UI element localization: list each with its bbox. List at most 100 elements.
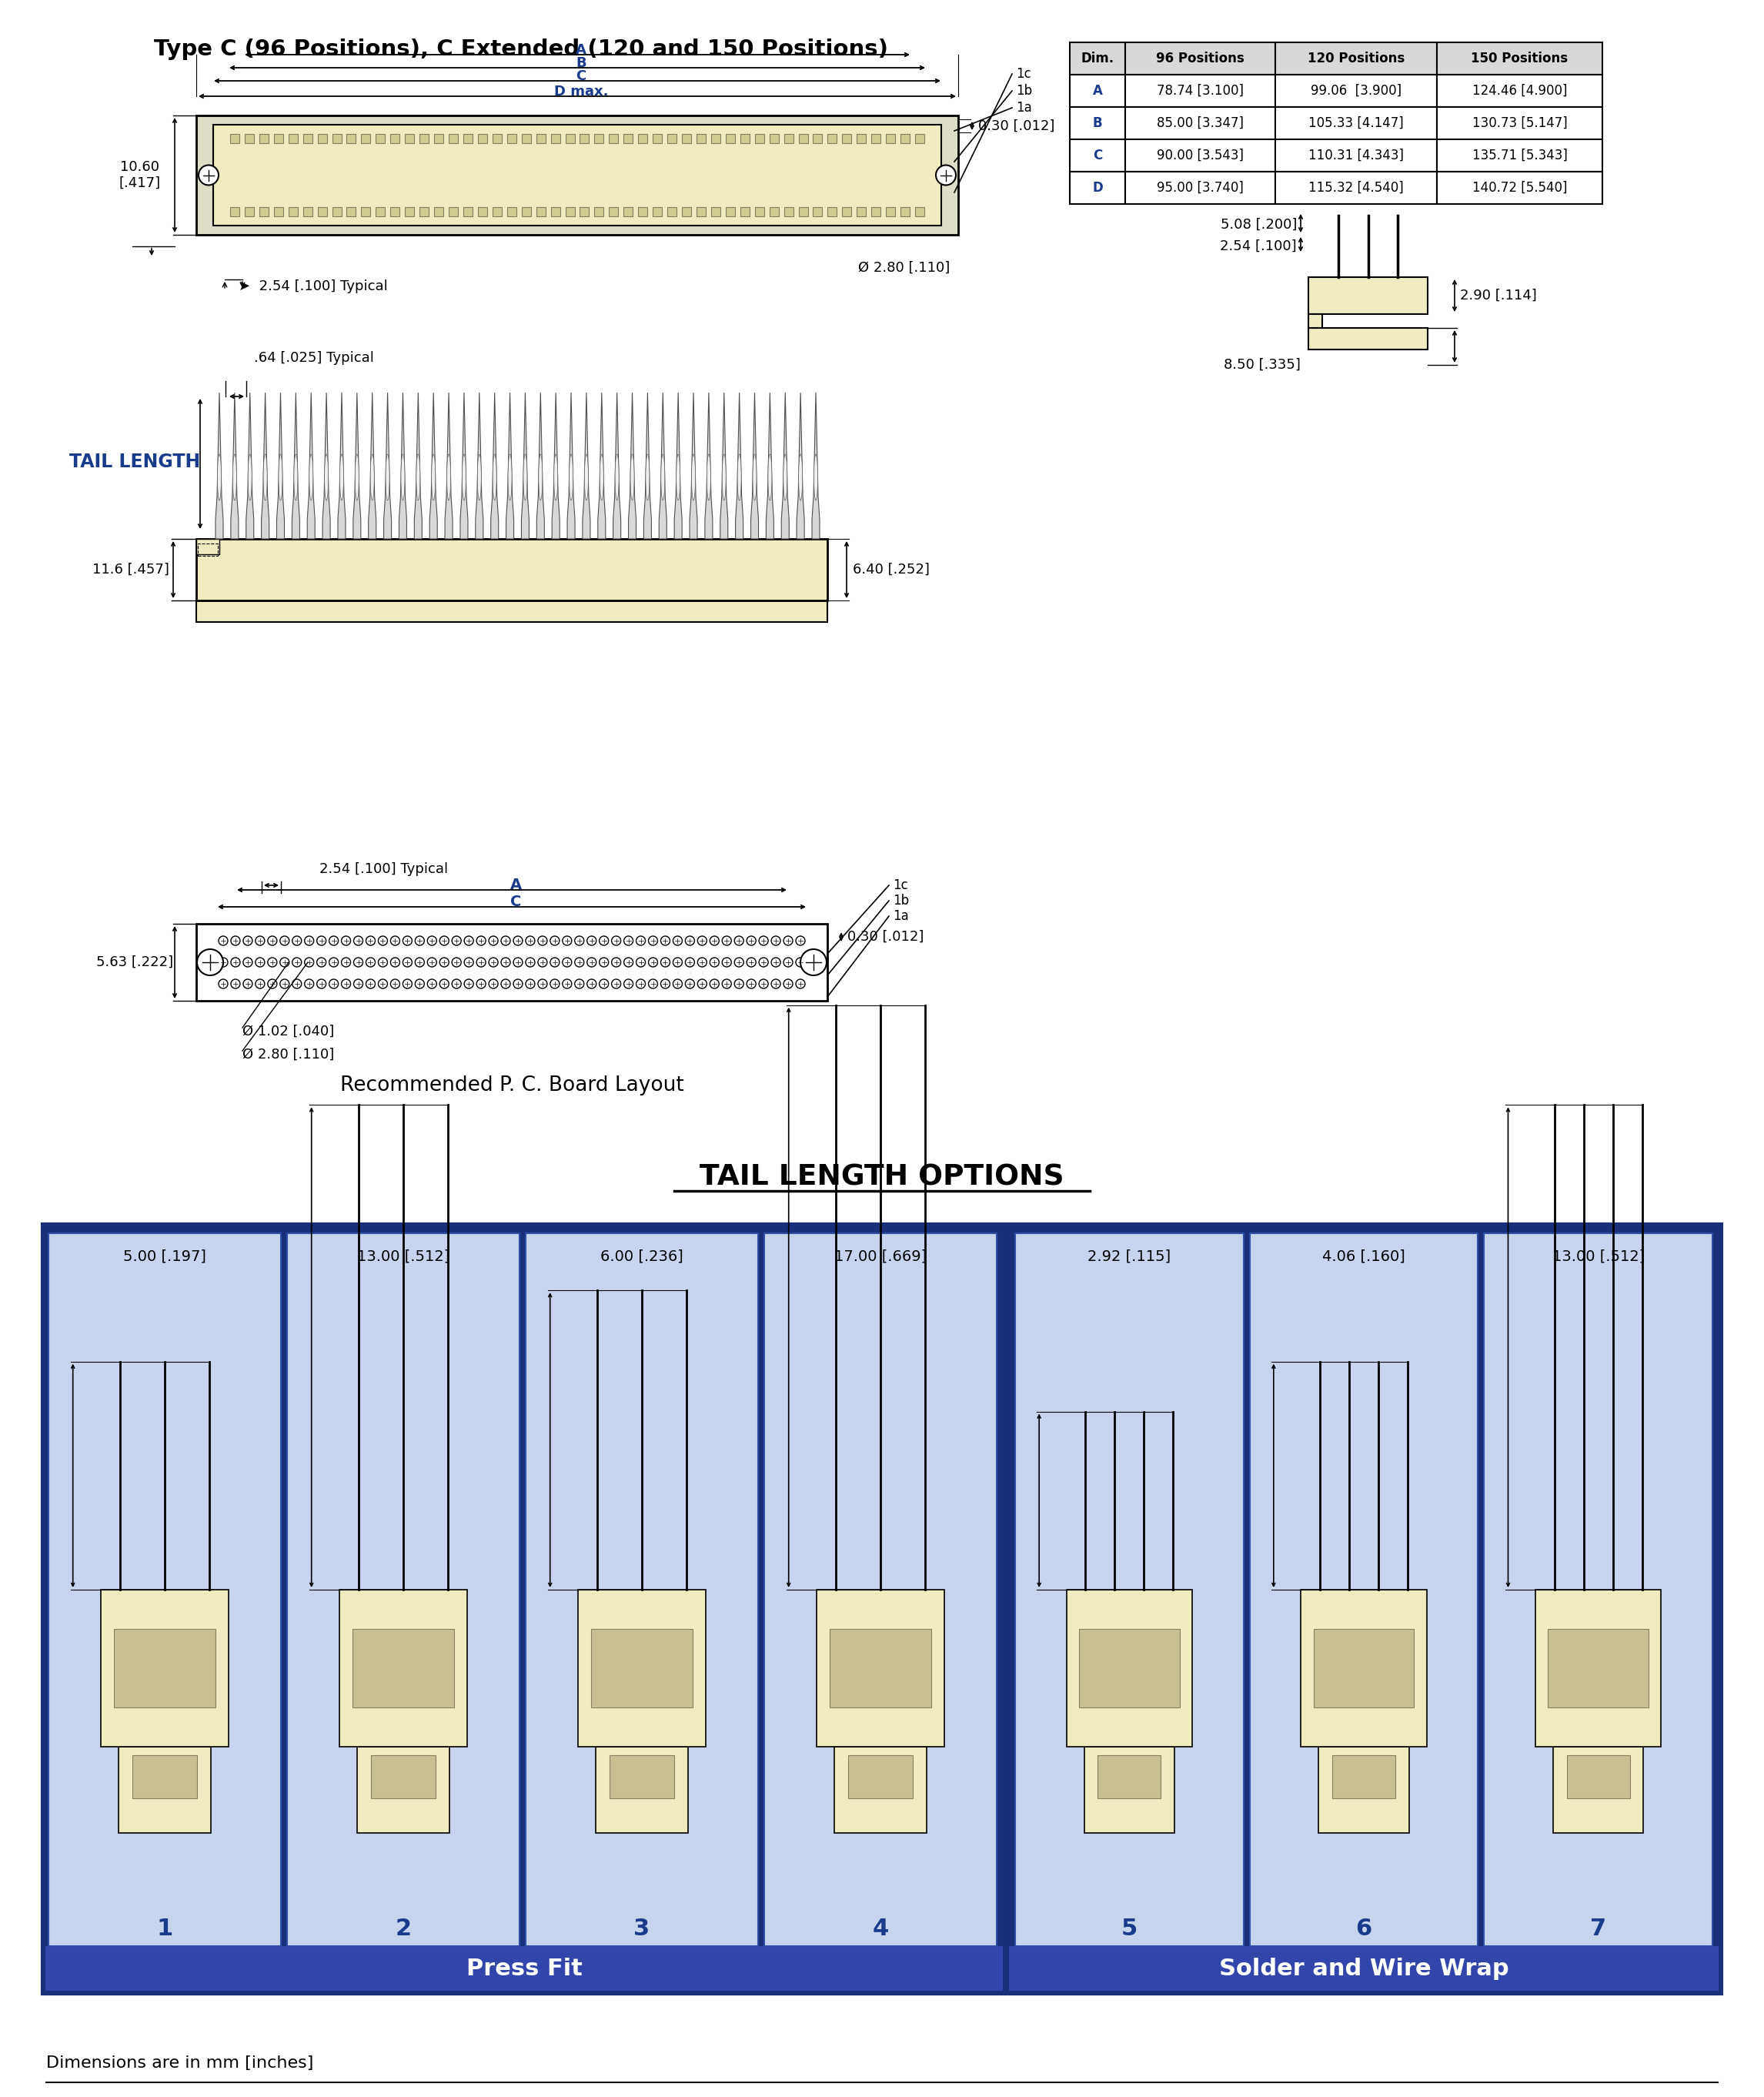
Bar: [536, 208, 545, 216]
Bar: [1438, 138, 1602, 172]
Text: 2: 2: [395, 1919, 411, 1940]
Text: 5: 5: [1122, 1919, 1138, 1940]
Ellipse shape: [340, 455, 344, 501]
Circle shape: [662, 979, 670, 988]
Polygon shape: [720, 392, 729, 539]
Polygon shape: [490, 392, 499, 539]
Text: Press Fit: Press Fit: [466, 1957, 582, 1980]
Text: 99.06  [3.900]: 99.06 [3.900]: [1311, 84, 1402, 99]
Text: 110.31 [4.343]: 110.31 [4.343]: [1309, 149, 1404, 161]
Ellipse shape: [630, 455, 635, 501]
Bar: [1438, 75, 1602, 107]
Ellipse shape: [691, 455, 695, 501]
Circle shape: [305, 958, 314, 967]
Bar: [492, 134, 501, 143]
Bar: [653, 208, 662, 216]
Circle shape: [243, 958, 252, 967]
Bar: [1275, 42, 1438, 75]
Text: Recommended P. C. Board Layout: Recommended P. C. Board Layout: [340, 1076, 684, 1095]
Polygon shape: [323, 392, 330, 539]
Bar: [857, 208, 866, 216]
Circle shape: [439, 935, 448, 946]
Ellipse shape: [707, 455, 711, 501]
Circle shape: [402, 979, 413, 988]
Circle shape: [746, 958, 757, 967]
Bar: [420, 134, 429, 143]
Ellipse shape: [538, 455, 543, 501]
Bar: [196, 539, 827, 600]
Text: 130.73 [5.147]: 130.73 [5.147]: [1471, 115, 1566, 130]
Circle shape: [662, 935, 670, 946]
Ellipse shape: [600, 455, 603, 501]
Circle shape: [771, 958, 780, 967]
Bar: [1275, 138, 1438, 172]
Polygon shape: [369, 392, 376, 539]
Circle shape: [783, 958, 792, 967]
Bar: [900, 208, 910, 216]
Polygon shape: [552, 392, 559, 539]
Polygon shape: [353, 392, 362, 539]
Bar: [827, 134, 836, 143]
Polygon shape: [522, 392, 529, 539]
Circle shape: [587, 979, 596, 988]
Polygon shape: [293, 392, 300, 539]
Circle shape: [526, 935, 534, 946]
Bar: [841, 208, 852, 216]
Ellipse shape: [508, 455, 512, 501]
Bar: [332, 208, 342, 216]
Text: TAIL LENGTH OPTIONS: TAIL LENGTH OPTIONS: [700, 1164, 1064, 1191]
Bar: [132, 1755, 198, 1799]
Bar: [536, 134, 545, 143]
Polygon shape: [582, 392, 591, 539]
Polygon shape: [766, 392, 774, 539]
Circle shape: [759, 958, 767, 967]
Bar: [376, 208, 385, 216]
Ellipse shape: [416, 455, 420, 501]
Circle shape: [783, 979, 792, 988]
Polygon shape: [476, 392, 483, 539]
Bar: [478, 208, 487, 216]
Bar: [358, 1747, 450, 1833]
Bar: [1438, 42, 1602, 75]
Bar: [755, 134, 764, 143]
Text: 1: 1: [157, 1919, 173, 1940]
Circle shape: [427, 958, 437, 967]
Bar: [799, 134, 808, 143]
Bar: [1097, 1755, 1161, 1799]
Bar: [1438, 107, 1602, 138]
Bar: [492, 208, 501, 216]
Bar: [871, 208, 880, 216]
Bar: [303, 208, 312, 216]
Text: 6.00 [.236]: 6.00 [.236]: [600, 1250, 683, 1264]
Bar: [916, 134, 924, 143]
Text: 135.71 [5.343]: 135.71 [5.343]: [1471, 149, 1566, 161]
Polygon shape: [506, 392, 513, 539]
Text: 150 Positions: 150 Positions: [1471, 52, 1568, 65]
Bar: [478, 134, 487, 143]
Circle shape: [587, 958, 596, 967]
Polygon shape: [706, 392, 713, 539]
Bar: [318, 134, 326, 143]
Circle shape: [390, 935, 400, 946]
Bar: [289, 134, 298, 143]
Circle shape: [353, 958, 363, 967]
Text: 2.92 [.115]: 2.92 [.115]: [1088, 1250, 1171, 1264]
Text: 1b: 1b: [893, 893, 908, 908]
Text: 0.30 [.012]: 0.30 [.012]: [979, 120, 1055, 132]
Circle shape: [415, 979, 425, 988]
Bar: [259, 134, 268, 143]
Circle shape: [759, 979, 767, 988]
Bar: [667, 208, 677, 216]
Polygon shape: [628, 392, 637, 539]
Bar: [273, 208, 282, 216]
Polygon shape: [660, 392, 667, 539]
Bar: [1318, 1747, 1409, 1833]
Polygon shape: [339, 392, 346, 539]
Bar: [725, 208, 736, 216]
Circle shape: [709, 979, 720, 988]
Bar: [1275, 107, 1438, 138]
Text: 2.90 [.114]: 2.90 [.114]: [1461, 289, 1536, 302]
Bar: [667, 134, 677, 143]
Circle shape: [684, 935, 695, 946]
Bar: [1549, 1629, 1649, 1707]
